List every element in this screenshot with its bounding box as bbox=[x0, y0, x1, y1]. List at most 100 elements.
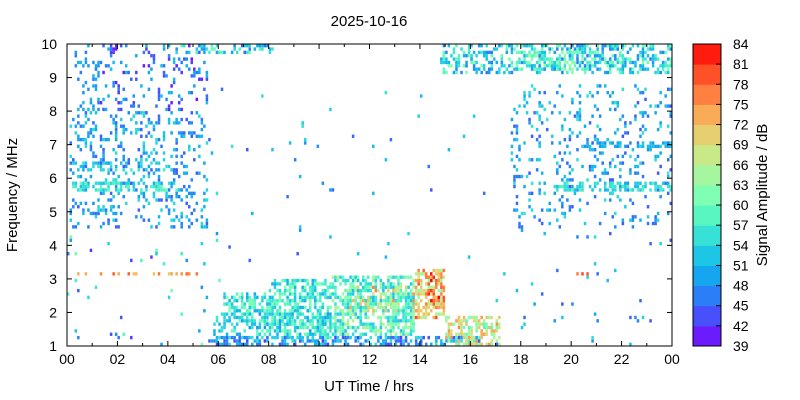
heatmap-cell bbox=[188, 184, 191, 189]
heatmap-cell bbox=[515, 64, 519, 68]
heatmap-cell bbox=[543, 44, 546, 48]
heatmap-cell bbox=[135, 111, 138, 115]
heatmap-cell bbox=[641, 184, 645, 189]
heatmap-cell bbox=[389, 335, 393, 340]
heatmap-cell bbox=[578, 131, 582, 135]
heatmap-cell bbox=[114, 80, 118, 85]
heatmap-cell bbox=[593, 184, 597, 189]
heatmap-cell bbox=[629, 218, 632, 222]
heatmap-cell bbox=[616, 47, 620, 51]
heatmap-cell bbox=[296, 325, 299, 330]
heatmap-cell bbox=[240, 302, 244, 306]
heatmap-cell bbox=[77, 188, 80, 192]
heatmap-cell bbox=[596, 107, 599, 112]
heatmap-cell bbox=[435, 339, 438, 343]
heatmap-cell bbox=[359, 309, 362, 313]
heatmap-cell bbox=[119, 188, 123, 192]
heatmap-cell bbox=[528, 60, 531, 65]
heatmap-cell bbox=[659, 151, 662, 155]
heatmap-cell bbox=[447, 329, 451, 333]
heatmap-cell bbox=[107, 64, 110, 68]
heatmap-cell bbox=[382, 282, 385, 286]
heatmap-cell bbox=[412, 322, 415, 326]
heatmap-cell bbox=[200, 134, 204, 138]
heatmap-cell bbox=[525, 60, 529, 65]
heatmap-cell bbox=[233, 309, 236, 313]
heatmap-cell bbox=[427, 288, 430, 293]
heatmap-cell bbox=[142, 64, 146, 68]
heatmap-cell bbox=[119, 124, 123, 128]
heatmap-cell bbox=[631, 225, 635, 229]
heatmap-cell bbox=[82, 90, 85, 95]
heatmap-cell bbox=[326, 295, 330, 300]
heatmap-cell bbox=[319, 319, 322, 323]
heatmap-cell bbox=[447, 332, 451, 336]
heatmap-cell bbox=[588, 144, 592, 149]
heatmap-cell bbox=[238, 335, 241, 340]
heatmap-cell bbox=[135, 121, 138, 125]
heatmap-cell bbox=[87, 225, 90, 229]
heatmap-cell bbox=[243, 302, 246, 306]
heatmap-cell bbox=[442, 70, 446, 75]
heatmap-cell bbox=[392, 275, 395, 279]
heatmap-cell bbox=[397, 288, 400, 293]
heatmap-cell bbox=[545, 44, 549, 48]
heatmap-cell bbox=[167, 117, 171, 122]
heatmap-cell bbox=[273, 315, 277, 320]
heatmap-cell bbox=[397, 309, 400, 313]
heatmap-cell bbox=[634, 117, 637, 122]
heatmap-cell bbox=[616, 104, 620, 108]
heatmap-cell bbox=[273, 299, 277, 303]
heatmap-cell bbox=[182, 134, 186, 138]
heatmap-cell bbox=[225, 342, 229, 346]
heatmap-cell bbox=[349, 275, 352, 279]
heatmap-cell bbox=[568, 111, 572, 115]
heatmap-cell bbox=[399, 275, 403, 279]
heatmap-cell bbox=[349, 282, 352, 286]
heatmap-cell bbox=[268, 309, 272, 313]
heatmap-cell bbox=[427, 278, 430, 283]
heatmap-cell bbox=[548, 50, 551, 55]
heatmap-cell bbox=[82, 188, 85, 192]
heatmap-cell bbox=[193, 158, 196, 162]
heatmap-cell bbox=[581, 67, 584, 71]
heatmap-cell bbox=[177, 174, 181, 179]
heatmap-cell bbox=[316, 315, 320, 320]
heatmap-cell bbox=[293, 325, 297, 330]
heatmap-cell bbox=[666, 70, 670, 75]
heatmap-cell bbox=[591, 141, 594, 145]
heatmap-cell bbox=[664, 60, 667, 65]
heatmap-cell bbox=[119, 211, 123, 216]
heatmap-cell bbox=[155, 252, 158, 256]
x-tick-label: 00 bbox=[59, 351, 75, 367]
heatmap-cell bbox=[99, 272, 103, 276]
heatmap-cell bbox=[608, 231, 612, 236]
heatmap-cell bbox=[346, 292, 350, 296]
heatmap-cell bbox=[608, 107, 612, 112]
heatmap-cell bbox=[253, 319, 257, 323]
heatmap-cell bbox=[666, 47, 670, 51]
heatmap-cell bbox=[460, 339, 463, 343]
heatmap-cell bbox=[243, 44, 246, 48]
heatmap-cell bbox=[377, 275, 380, 279]
heatmap-cell bbox=[329, 235, 332, 239]
heatmap-cell bbox=[452, 335, 456, 340]
heatmap-cell bbox=[608, 191, 612, 195]
heatmap-cell bbox=[591, 50, 594, 55]
heatmap-cell bbox=[621, 218, 625, 222]
heatmap-cell bbox=[571, 60, 574, 65]
heatmap-cell bbox=[303, 332, 307, 336]
heatmap-cell bbox=[490, 329, 494, 333]
heatmap-cell bbox=[321, 292, 325, 296]
heatmap-cell bbox=[666, 191, 670, 195]
heatmap-cell bbox=[523, 44, 526, 48]
heatmap-cell bbox=[205, 141, 209, 145]
heatmap-cell bbox=[669, 144, 672, 149]
heatmap-cell bbox=[641, 64, 645, 68]
heatmap-cell bbox=[142, 195, 146, 199]
heatmap-cell bbox=[603, 44, 607, 48]
heatmap-cell bbox=[215, 50, 219, 55]
heatmap-cell bbox=[435, 315, 438, 320]
heatmap-cell bbox=[551, 47, 554, 51]
heatmap-cell bbox=[119, 181, 123, 185]
